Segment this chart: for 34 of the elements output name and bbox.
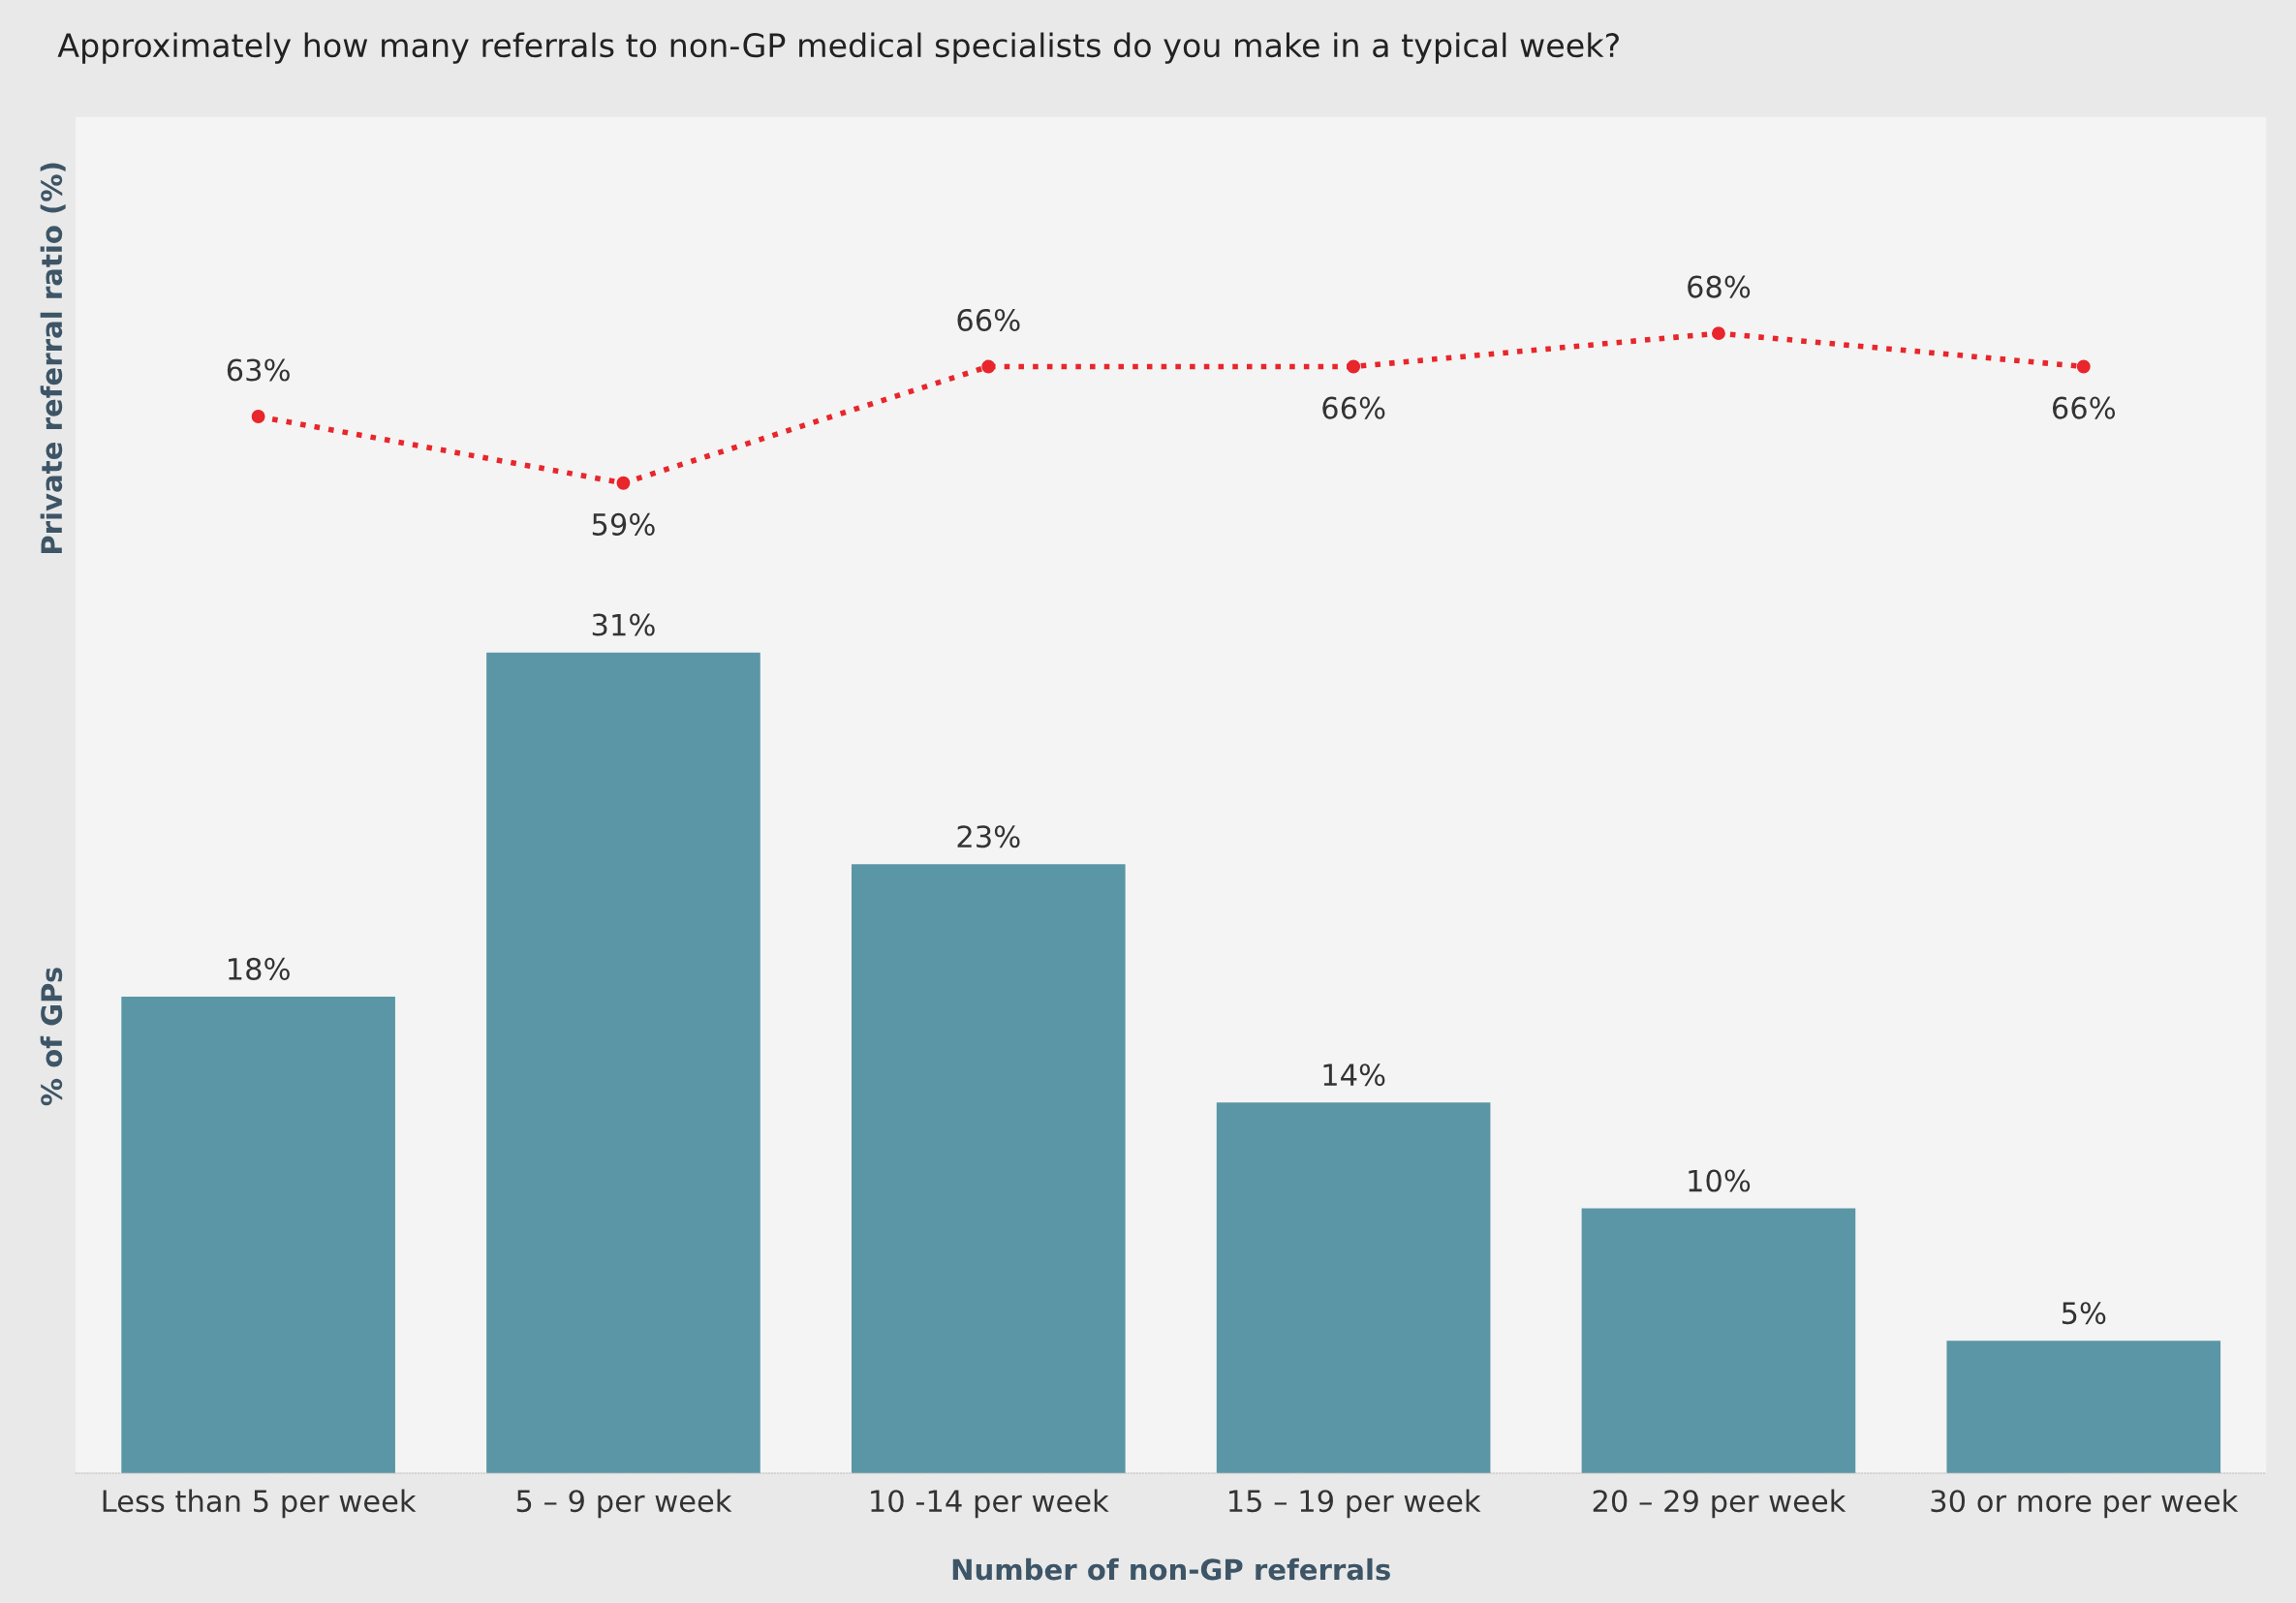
bar	[1216, 1102, 1491, 1473]
point	[616, 476, 631, 490]
x-axis-title: Number of non-GP referrals	[952, 1557, 1390, 1581]
point	[1347, 359, 1361, 374]
data-label: 31%	[592, 613, 655, 636]
bar	[1581, 1208, 1856, 1473]
point	[2076, 359, 2091, 374]
bar	[121, 996, 395, 1473]
x-tick-label: 5 – 9 per week	[516, 1489, 732, 1519]
data-label: 23%	[957, 825, 1020, 848]
data-label: 18%	[229, 957, 290, 980]
chart-title: Approximately how many referrals to non-GP medical specialists do you make in a typical week?	[57, 32, 1619, 64]
data-label: 14%	[1323, 1064, 1385, 1087]
point	[251, 410, 265, 423]
bar	[1946, 1341, 2221, 1473]
data-label: 5%	[2062, 1302, 2106, 1325]
data-label: 68%	[1688, 275, 1751, 298]
data-label: 63%	[227, 358, 290, 382]
bar	[851, 864, 1126, 1473]
x-tick-label: 20 – 29 per week	[1593, 1489, 1846, 1519]
point	[1711, 326, 1725, 341]
data-label: 66%	[1322, 396, 1385, 419]
x-tick-label: 30 or more per week	[1931, 1489, 2239, 1519]
point	[981, 359, 996, 374]
data-label: 59%	[592, 512, 655, 536]
y-axis-title: % of GPs	[40, 968, 63, 1106]
x-tick-label: 10 -14 per week	[871, 1489, 1109, 1519]
x-tick-label: 15 – 19 per week	[1229, 1489, 1481, 1519]
y-axis-title: Private referral ratio (%)	[40, 163, 66, 554]
x-tick-label: Less than 5 per week	[103, 1489, 417, 1519]
data-label: 66%	[957, 308, 1020, 332]
data-label: 66%	[2052, 396, 2116, 419]
bar	[486, 652, 760, 1473]
data-label: 10%	[1689, 1169, 1751, 1192]
